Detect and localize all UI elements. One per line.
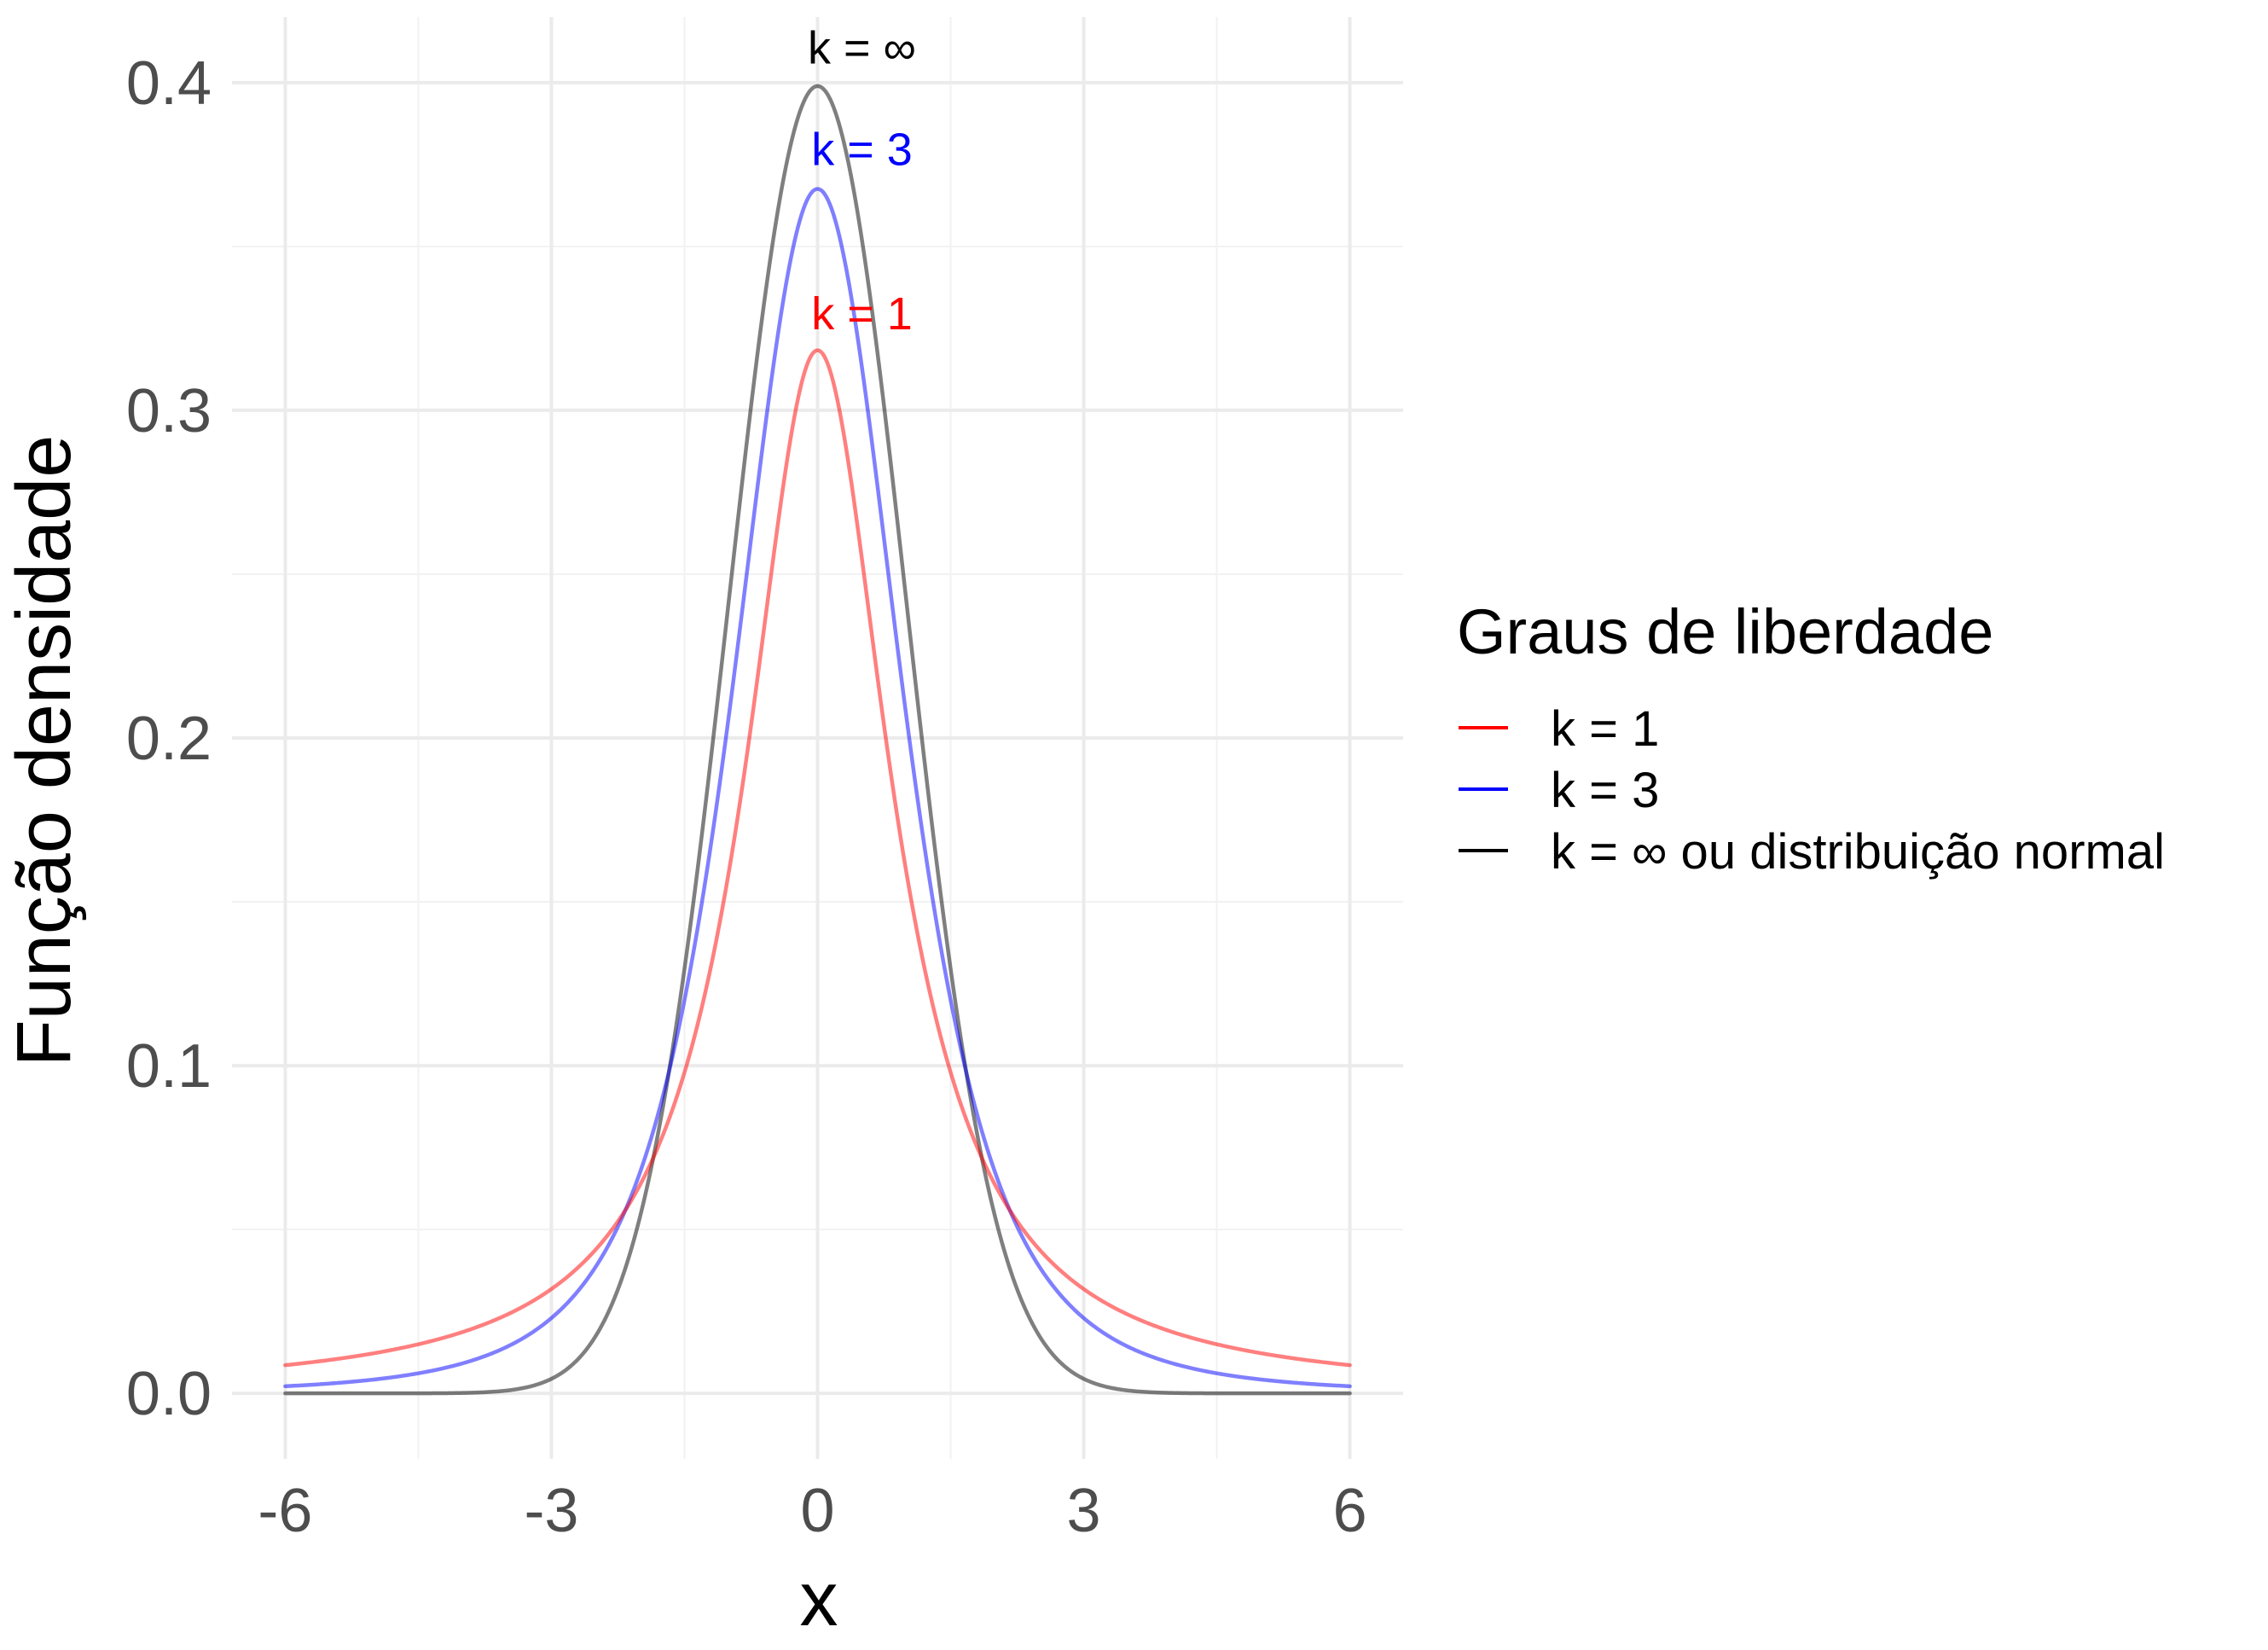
legend: Graus de liberdade k = 1 k = 3 k = ∞ ou di… [1457, 596, 2165, 880]
x-tick-label: 6 [1333, 1477, 1367, 1545]
y-axis-ticks: 0.0 0.1 0.2 0.3 0.4 [126, 49, 212, 1428]
density-curve-1 [283, 348, 1352, 1368]
x-tick-label: 3 [1067, 1477, 1101, 1545]
density-curve-2 [283, 187, 1352, 1389]
x-tick-label: 0 [800, 1477, 834, 1545]
density-curve-3 [283, 84, 1352, 1396]
legend-title: Graus de liberdade [1457, 596, 1993, 667]
y-tick-label: 0.3 [126, 377, 212, 445]
x-tick-label: -6 [258, 1477, 312, 1545]
x-axis-title: x [800, 1557, 838, 1642]
major-gridlines [232, 17, 1403, 1459]
peak-label-2: k = 3 [811, 125, 913, 176]
legend-label-2: k = 3 [1551, 763, 1659, 818]
x-axis-ticks: -6 -3 0 3 6 [258, 1477, 1366, 1545]
peak-label-1: k = 1 [811, 288, 913, 340]
legend-items: k = 1 k = 3 k = ∞ ou distribuição normal [1459, 701, 2165, 880]
y-tick-label: 0.0 [126, 1360, 212, 1428]
y-tick-label: 0.4 [126, 49, 212, 118]
peak-label-3: k = ∞ [808, 23, 916, 74]
x-tick-label: -3 [524, 1477, 578, 1545]
y-axis-title: Função densidade [2, 435, 87, 1067]
legend-label-1: k = 1 [1551, 701, 1659, 757]
y-tick-label: 0.2 [126, 705, 212, 773]
density-curves [283, 84, 1352, 1396]
y-tick-label: 0.1 [126, 1032, 212, 1101]
peak-annotations: k = 1 k = 3 k = ∞ [808, 23, 916, 340]
legend-label-3: k = ∞ ou distribuição normal [1551, 824, 2165, 880]
